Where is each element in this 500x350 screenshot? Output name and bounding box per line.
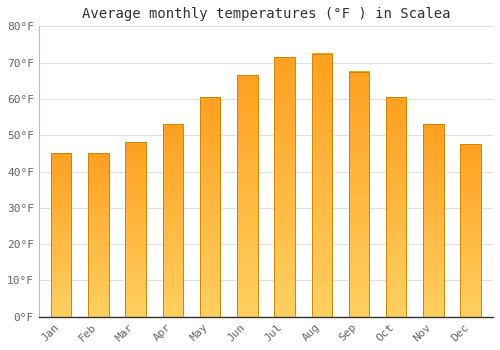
Bar bbox=[126, 142, 146, 317]
Bar bbox=[423, 124, 444, 317]
Bar bbox=[349, 72, 370, 317]
Bar bbox=[386, 97, 406, 317]
Bar bbox=[88, 153, 108, 317]
Bar bbox=[312, 54, 332, 317]
Bar bbox=[274, 57, 295, 317]
Title: Average monthly temperatures (°F ) in Scalea: Average monthly temperatures (°F ) in Sc… bbox=[82, 7, 450, 21]
Bar bbox=[460, 144, 481, 317]
Bar bbox=[237, 75, 258, 317]
Bar bbox=[162, 124, 183, 317]
Bar bbox=[51, 153, 72, 317]
Bar bbox=[200, 97, 220, 317]
